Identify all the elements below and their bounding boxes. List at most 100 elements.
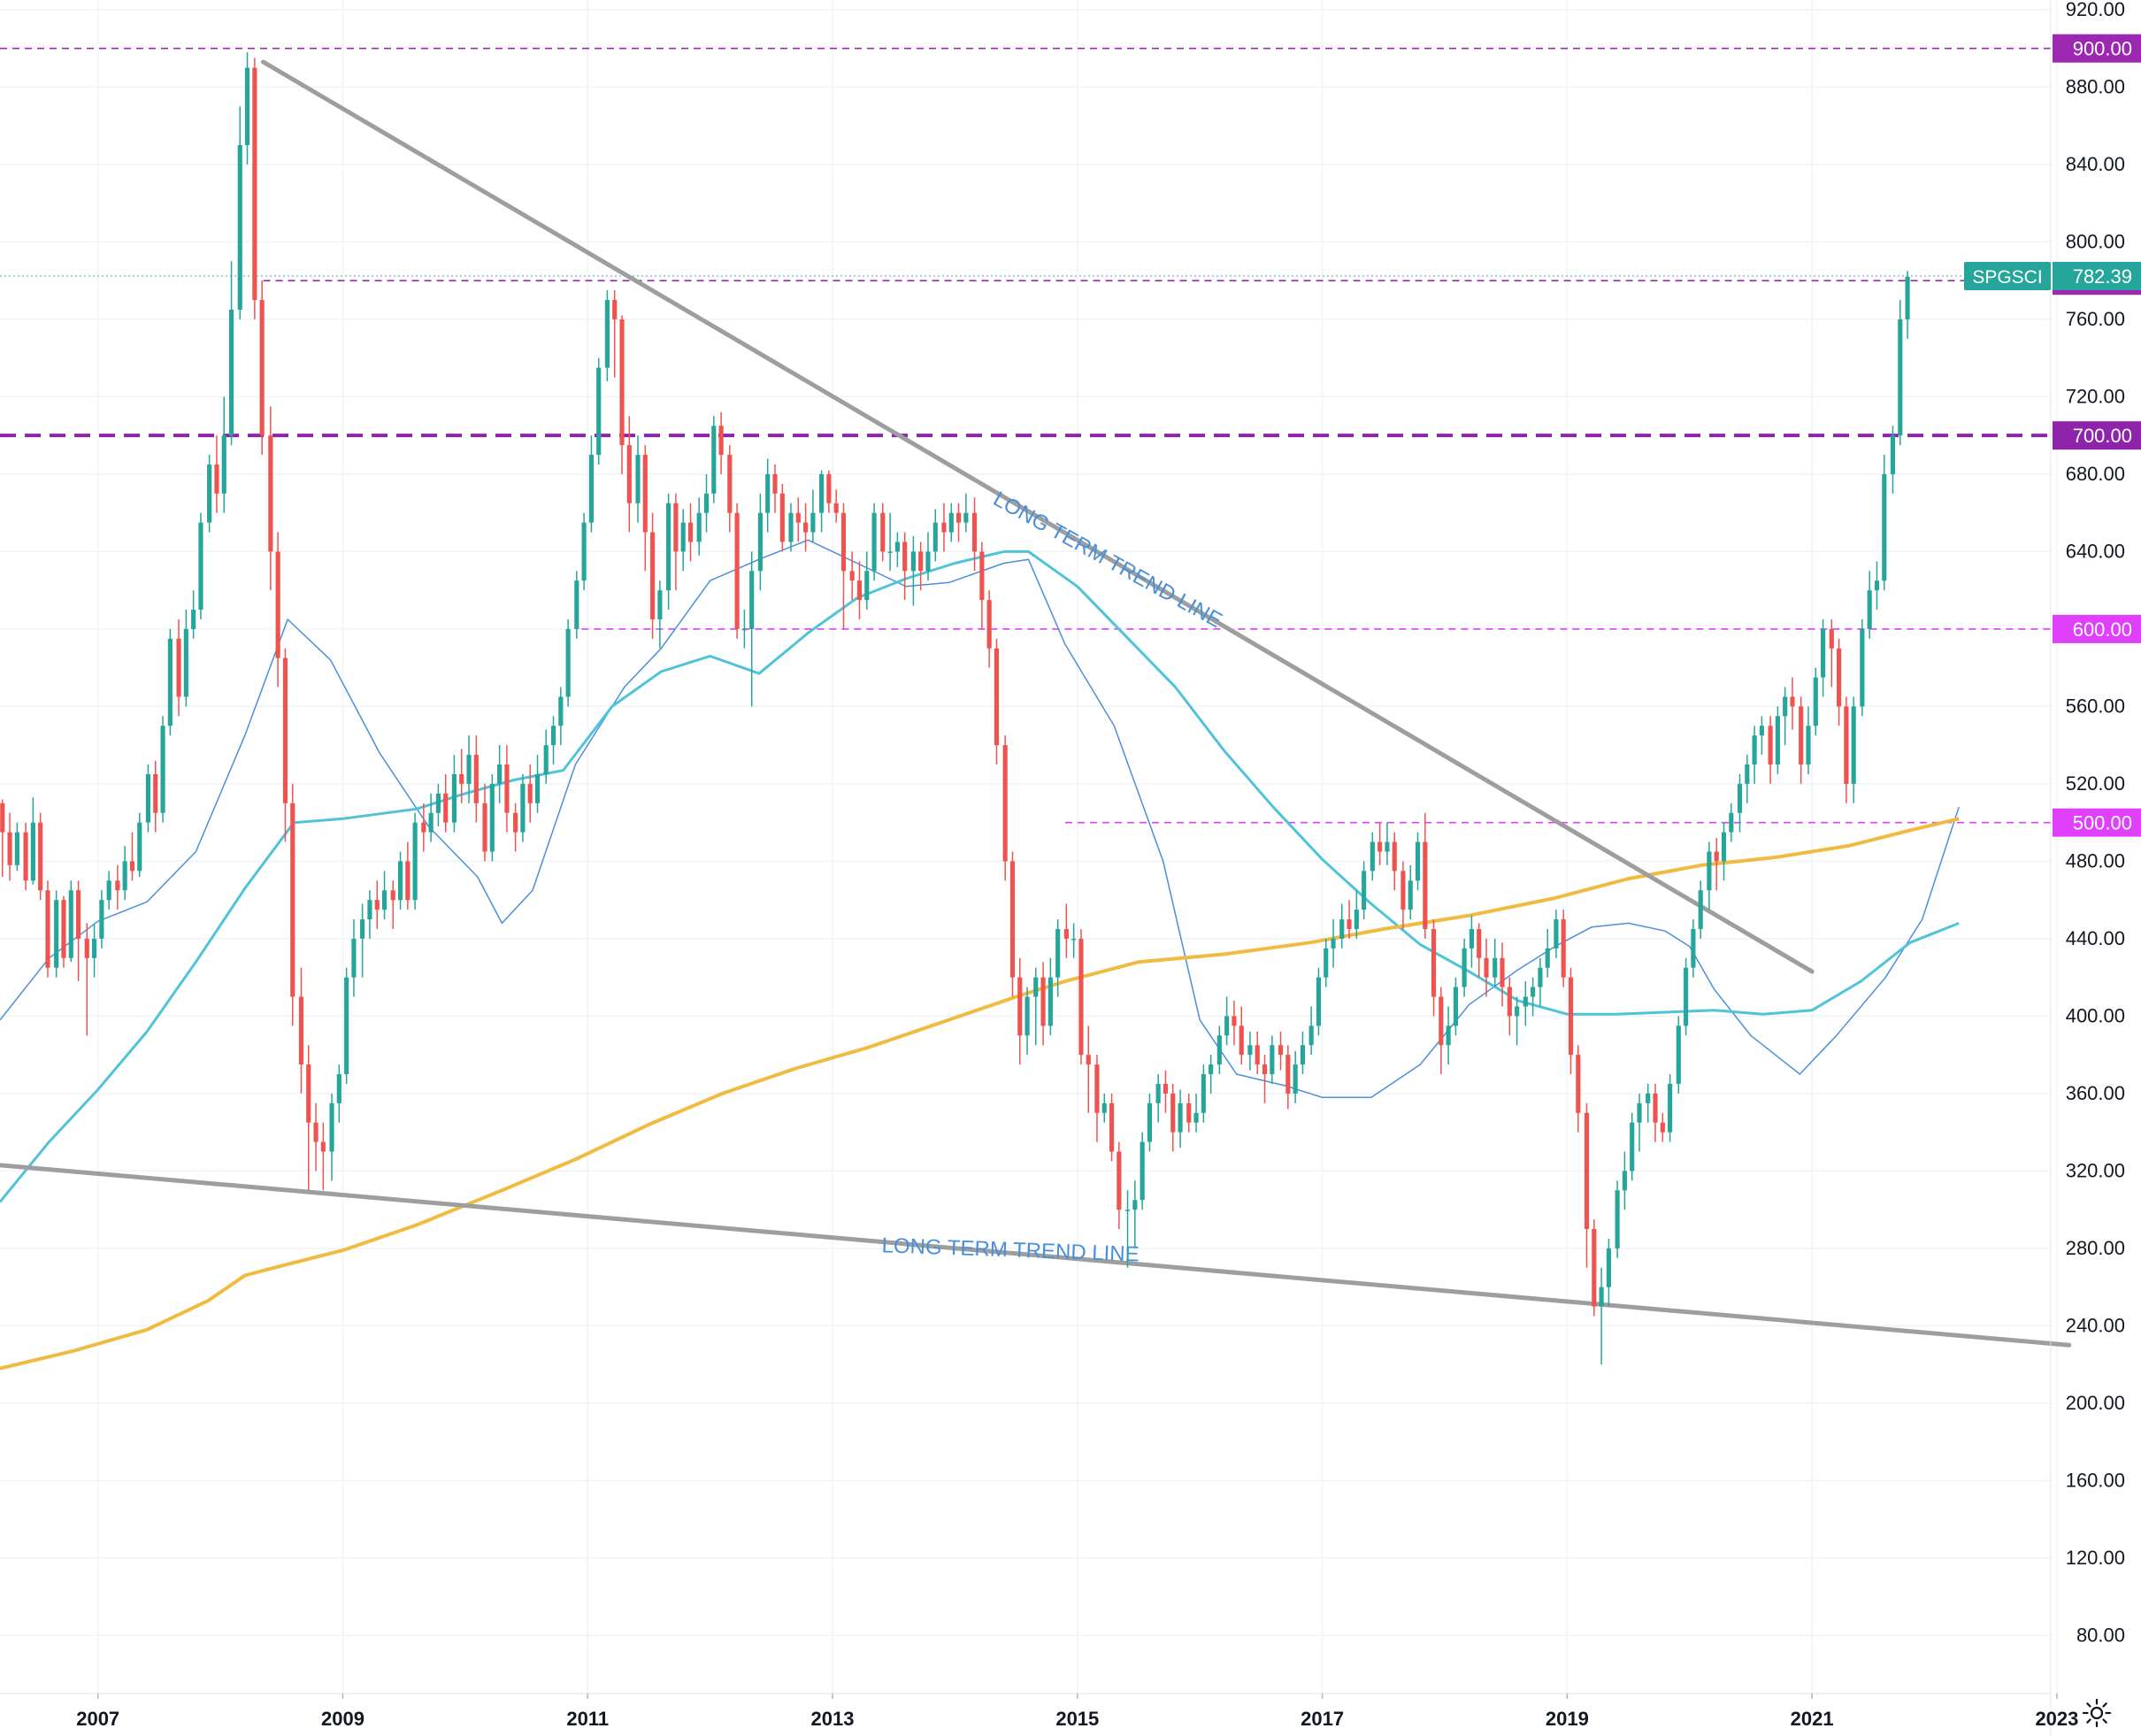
candle-body bbox=[1002, 745, 1008, 862]
price-tick-label: 880.00 bbox=[2066, 75, 2125, 97]
candle-body bbox=[473, 755, 479, 803]
candle-body bbox=[1293, 1064, 1298, 1094]
candle-body bbox=[1117, 1151, 1122, 1210]
candle-body bbox=[1370, 841, 1375, 872]
symbol-label: SPGSCI bbox=[1972, 267, 2042, 288]
candle-body bbox=[588, 455, 594, 523]
candle-body bbox=[840, 512, 847, 572]
candle-body bbox=[1867, 590, 1872, 629]
candle-body bbox=[183, 628, 188, 697]
candle-body bbox=[1423, 841, 1428, 929]
candle-body bbox=[749, 571, 755, 629]
candle-body bbox=[1040, 977, 1046, 1026]
candle-body bbox=[1606, 1248, 1611, 1287]
grid bbox=[0, 0, 2058, 1694]
candle-body bbox=[711, 426, 717, 494]
candle-body bbox=[527, 783, 533, 803]
candle-body bbox=[320, 1141, 326, 1152]
price-tick-label: 320.00 bbox=[2066, 1159, 2125, 1181]
moving-average-slow bbox=[0, 817, 1960, 1371]
candle-body bbox=[680, 522, 686, 552]
candle-body bbox=[826, 473, 832, 503]
candle-body bbox=[1768, 726, 1773, 765]
candle-body bbox=[1285, 1055, 1291, 1094]
candle-body bbox=[198, 522, 203, 611]
candle-body bbox=[207, 464, 212, 523]
candle-body bbox=[298, 996, 304, 1065]
price-tick-label: 640.00 bbox=[2066, 540, 2125, 562]
candle-body bbox=[513, 812, 518, 833]
candle-body bbox=[290, 803, 295, 997]
moving-average-fast bbox=[0, 539, 1960, 1099]
time-tick-label: 2017 bbox=[1301, 1708, 1344, 1730]
candle-body bbox=[1047, 977, 1053, 1026]
candle-body bbox=[1837, 648, 1842, 707]
candle-body bbox=[1201, 1074, 1206, 1113]
candle-body bbox=[1668, 1083, 1673, 1133]
candle-body bbox=[948, 512, 954, 533]
candle-body bbox=[795, 512, 801, 523]
candle-body bbox=[856, 580, 863, 601]
candle-body bbox=[176, 638, 181, 697]
candle-body bbox=[1592, 1229, 1597, 1307]
candle-body bbox=[106, 880, 111, 901]
moving-averages bbox=[0, 539, 1960, 1371]
candle-body bbox=[1515, 1006, 1520, 1017]
trend-line bbox=[0, 1163, 2072, 1348]
price-badges: 900.00780.00700.00600.00500.00SPGSCI782.… bbox=[1964, 34, 2141, 837]
candle-body bbox=[887, 551, 893, 553]
candle-body bbox=[779, 493, 785, 542]
candle-body bbox=[1507, 987, 1512, 1017]
candle-body bbox=[1170, 1093, 1176, 1133]
candle-body bbox=[1385, 841, 1390, 852]
candle-body bbox=[925, 551, 931, 572]
candle-body bbox=[443, 793, 449, 823]
candle-body bbox=[1561, 919, 1566, 978]
candle-body bbox=[1415, 841, 1421, 881]
candle-body bbox=[971, 512, 978, 552]
candle-body bbox=[497, 764, 503, 784]
candle-body bbox=[1262, 1064, 1268, 1075]
price-tick-label: 360.00 bbox=[2066, 1082, 2125, 1104]
candle-body bbox=[214, 464, 219, 494]
time-tick-label: 2007 bbox=[76, 1708, 119, 1730]
candle-body bbox=[734, 512, 740, 629]
candle-body bbox=[268, 435, 273, 552]
candle-body bbox=[1033, 977, 1039, 997]
price-tick-label: 80.00 bbox=[2076, 1624, 2125, 1646]
candle-body bbox=[122, 861, 127, 891]
candle-body bbox=[1882, 473, 1887, 581]
time-axis[interactable]: 2007 2009 2011 2013 2015 2017 2019 2021 2023 bbox=[76, 1694, 2078, 1730]
candle-body bbox=[428, 812, 434, 833]
candle-body bbox=[75, 890, 81, 939]
price-axis[interactable]: 920.00 880.00 840.00 800.00 760.00 720.00 680.… bbox=[2066, 0, 2125, 1646]
candle-body bbox=[329, 1102, 334, 1152]
candle-body bbox=[803, 522, 809, 533]
time-tick-label: 2021 bbox=[1791, 1708, 1834, 1730]
settings-gear-icon[interactable] bbox=[2081, 1697, 2113, 1729]
candle-body bbox=[833, 503, 839, 513]
candle-body bbox=[1308, 1025, 1314, 1046]
candle-body bbox=[534, 773, 541, 803]
candle-body bbox=[1545, 948, 1550, 968]
candle-body bbox=[1684, 967, 1689, 1026]
candle-body bbox=[666, 503, 671, 591]
candle-body bbox=[1147, 1102, 1153, 1142]
candle-body bbox=[1400, 871, 1406, 910]
candle-body bbox=[381, 890, 388, 910]
candle-body bbox=[390, 890, 395, 901]
candle-body bbox=[1331, 938, 1336, 949]
candle-body bbox=[7, 832, 12, 865]
candle-body bbox=[374, 900, 380, 910]
candle-body bbox=[673, 503, 679, 552]
candle-body bbox=[367, 900, 372, 920]
candle-body bbox=[14, 832, 19, 865]
candle-body bbox=[902, 542, 908, 572]
candle-body bbox=[604, 300, 610, 368]
candle-body bbox=[642, 455, 648, 533]
candle-body bbox=[1377, 841, 1383, 852]
candle-body bbox=[0, 803, 5, 833]
candle-body bbox=[1101, 1102, 1107, 1113]
candle-body bbox=[703, 493, 710, 513]
candle-body bbox=[30, 822, 35, 881]
